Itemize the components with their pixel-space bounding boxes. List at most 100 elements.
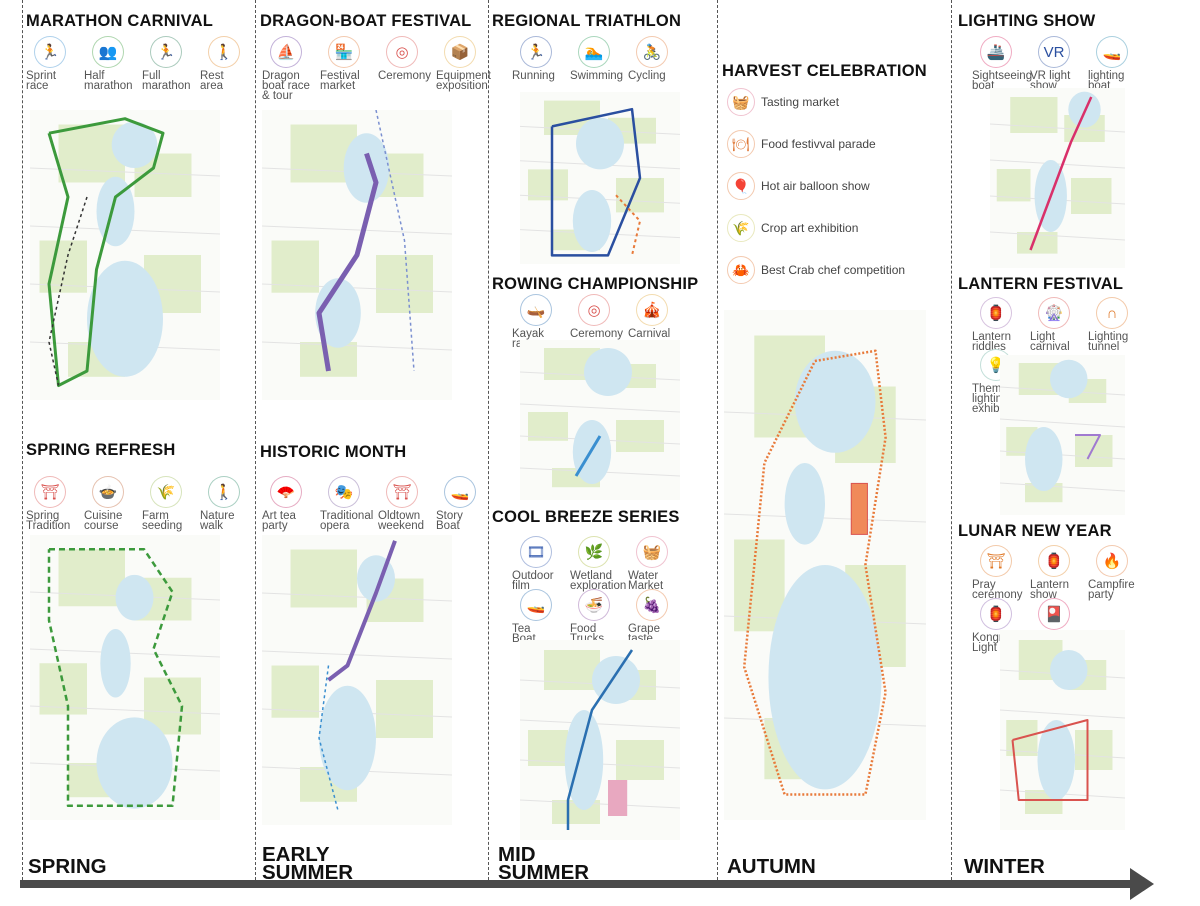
activity-item: 🏃 Running: [512, 36, 570, 82]
road-line: [262, 341, 452, 351]
road-line: [262, 592, 452, 602]
activity-label: Half marathon: [84, 70, 133, 92]
season-label-winter: WINTER: [964, 855, 1045, 878]
route-path: [550, 107, 642, 257]
activity-label: Outdoor film: [512, 570, 554, 592]
harvest-activity-item: 🍽 Food festivval parade: [727, 130, 905, 158]
event-title-rowing: ROWING CHAMPIONSHIP: [492, 275, 699, 293]
activity-item: 🧺 Water Market: [628, 536, 686, 592]
activity-item: 🚶 Nature walk: [200, 476, 258, 532]
hot-air-balloon-icon: 🎈: [727, 172, 755, 200]
basket-icon: 🧺: [727, 88, 755, 116]
map-svg: [30, 548, 220, 809]
food-bowl-icon: 🍜: [578, 589, 610, 621]
icon-row-lunar-1: ⛩ Pray ceremony 🏮 Lantern show 🔥 Campfire par…: [972, 545, 1146, 601]
road-line: [520, 403, 680, 413]
target-icon: ◎: [578, 294, 610, 326]
event-title-lantern-festival: LANTERN FESTIVAL: [958, 275, 1124, 293]
rest-person-icon: 🚶: [208, 36, 240, 68]
road-line: [262, 283, 452, 293]
map-svg: [30, 117, 220, 387]
lake-shape: [115, 574, 154, 621]
activity-item: ⛩ Oldtown weekend: [378, 476, 436, 532]
temple-gate-icon: ⛩: [34, 476, 66, 508]
green-area: [1075, 730, 1113, 770]
activity-label: Food Trucks: [570, 623, 605, 645]
green-area: [528, 412, 568, 441]
activity-label: Themed lighting exhibit: [972, 383, 1015, 415]
event-title-triathlon: REGIONAL TRIATHLON: [492, 12, 682, 30]
equipment-box-icon: 📦: [444, 36, 476, 68]
activity-item: 🚢 Sightseeing boat: [972, 36, 1033, 101]
activity-label: Lighting tunnel: [1088, 331, 1129, 353]
activity-label: VR light show: [1030, 70, 1071, 92]
icon-row-historic-month: 🪭 Art tea party 🎭 Traditional opera ⛩ Oldtown…: [262, 476, 494, 532]
green-area: [616, 178, 664, 213]
road-line: [520, 719, 680, 729]
lake-shape: [343, 133, 390, 203]
activity-label: Lantern riddles: [972, 331, 1012, 353]
harvest-market-area: [850, 482, 868, 535]
green-area: [996, 169, 1031, 202]
map-harvest: [724, 310, 926, 820]
harvest-activity-list: 🧺 Tasting market 🍽 Food festivval parade 🎈 Ho…: [727, 88, 905, 298]
event-title-lighting-show: LIGHTING SHOW: [958, 12, 1096, 30]
column-divider: [255, 0, 256, 880]
map-svg: [990, 91, 1125, 254]
season-label-mid-summer: MID SUMMER: [498, 843, 590, 884]
timeline-arrow-head-icon: [1130, 868, 1154, 900]
green-area: [1071, 178, 1112, 214]
carnival-stage-icon: 🎪: [636, 294, 668, 326]
campfire-icon: 🔥: [1096, 545, 1128, 577]
activity-label: Ceremony: [570, 328, 624, 340]
harvest-activity-label: Crop art exhibition: [761, 221, 859, 235]
activity-label: Sightseeing boat: [972, 70, 1033, 92]
green-area: [271, 665, 319, 718]
lighting-boat-icon: 🚤: [1096, 36, 1128, 68]
activity-item: 🎭 Traditional opera: [320, 476, 378, 532]
lake-shape: [784, 463, 825, 545]
icon-row-dragon-boat: ⛵ Dragon boat race & tour 🏪 Festival market…: [262, 36, 494, 102]
road-line: [1000, 418, 1125, 428]
map-svg: [520, 649, 680, 830]
lake-shape: [96, 717, 173, 809]
map-lighting-show: [990, 88, 1125, 268]
lake-shape: [592, 656, 640, 704]
activity-label: Traditional opera: [320, 510, 374, 532]
road-line: [262, 225, 452, 235]
event-title-cool-breeze: COOL BREEZE SERIES: [492, 508, 680, 526]
old-gate-icon: ⛩: [386, 476, 418, 508]
activity-item: ◎ Ceremony: [570, 294, 628, 349]
map-lantern-festival: [1000, 355, 1125, 515]
lake-shape: [572, 190, 612, 252]
map-svg: [262, 540, 452, 811]
road-line: [990, 231, 1125, 241]
route-path: [742, 349, 887, 796]
lake-shape: [1025, 427, 1063, 491]
activity-label: Dragon boat race & tour: [262, 70, 310, 102]
lake-shape: [768, 565, 882, 790]
map-spring-refresh: [30, 535, 220, 820]
green-area: [1025, 483, 1063, 503]
event-title-spring-refresh: SPRING REFRESH: [26, 441, 176, 459]
route-path: [1011, 719, 1089, 801]
activity-item: 🏃 Sprint race: [26, 36, 84, 92]
activity-label: Running: [512, 70, 555, 82]
activity-item: 🌿 Wetland exploration: [570, 536, 628, 592]
sprint-runner-icon: 🏃: [34, 36, 66, 68]
green-area: [616, 420, 664, 452]
event-title-lunar-new-year: LUNAR NEW YEAR: [958, 522, 1112, 540]
green-area: [376, 255, 433, 313]
basket-icon: 🧺: [636, 536, 668, 568]
market-stall-icon: 🏪: [328, 36, 360, 68]
harvest-activity-label: Hot air balloon show: [761, 179, 870, 193]
arch-tunnel-icon: ∩: [1096, 297, 1128, 329]
activity-item: 🚤 Tea Boat: [512, 589, 570, 645]
ferris-wheel-icon: 🎡: [1038, 297, 1070, 329]
activity-item: 🌾 Farm seeding: [142, 476, 200, 532]
activity-item: 🪭 Art tea party: [262, 476, 320, 532]
activity-label: Grape taste: [628, 623, 660, 645]
lake-shape: [315, 278, 361, 348]
harvest-activity-label: Best Crab chef competition: [761, 263, 906, 277]
map-dragon-boat: [262, 110, 452, 400]
